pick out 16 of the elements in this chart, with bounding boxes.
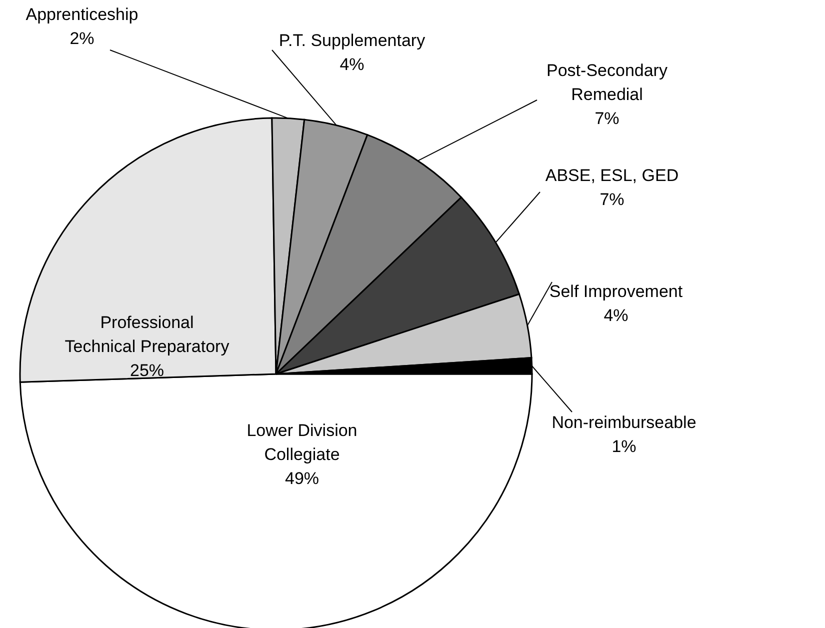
slice-label: Self Improvement: [549, 282, 683, 301]
slice-label: Non-reimburseable: [552, 412, 696, 432]
slice-label: P.T. Supplementary: [278, 30, 426, 50]
data-label: 4%: [340, 54, 364, 74]
data-label: 2%: [70, 28, 94, 48]
slice-label: Professional Technical Preparatory: [64, 312, 230, 356]
data-label: 7%: [600, 190, 624, 209]
data-label: 1%: [612, 436, 636, 456]
slice-label: ABSE, ESL, GED: [545, 166, 679, 185]
data-label: 7%: [594, 108, 620, 128]
slice-label: Lower Division Collegiate: [246, 420, 358, 464]
data-label: 4%: [604, 306, 628, 325]
slice-label: Apprenticeship: [26, 4, 138, 24]
slice-label: Post-Secondary Remedial: [546, 60, 668, 104]
data-label: 49%: [284, 468, 320, 488]
data-label: 25%: [130, 360, 164, 380]
